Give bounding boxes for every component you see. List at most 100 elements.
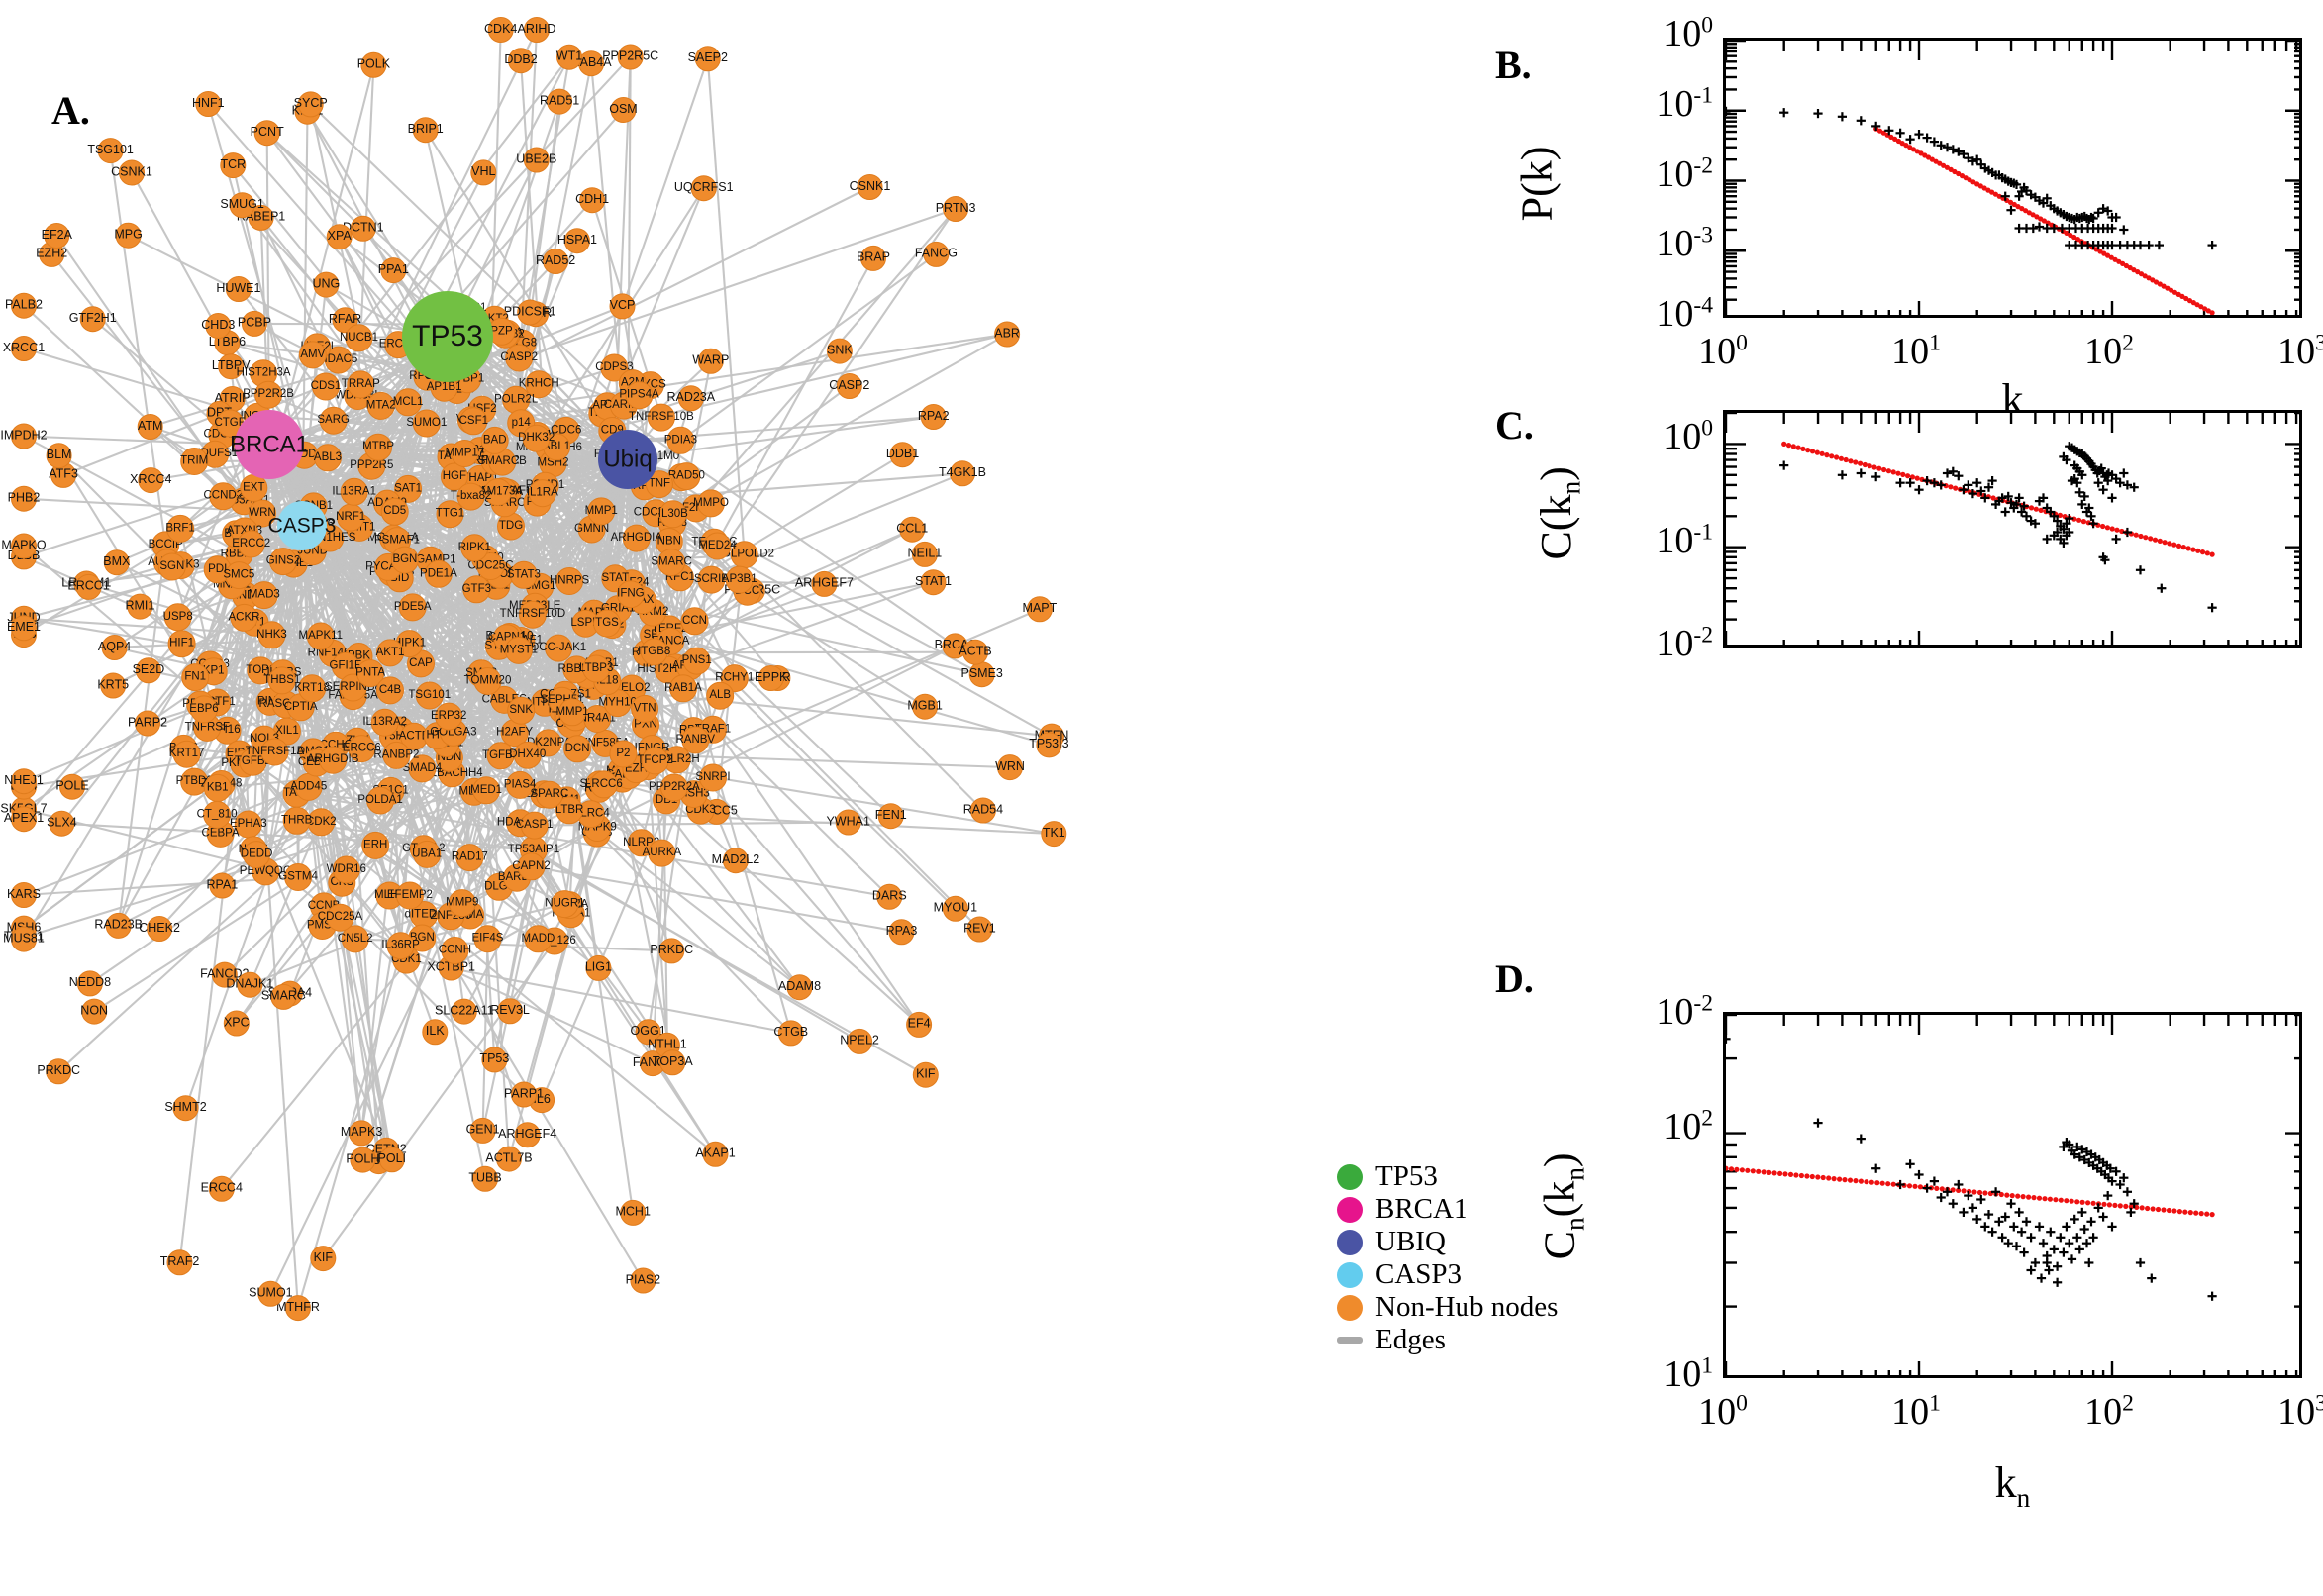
- network-node[interactable]: [312, 372, 340, 401]
- network-node[interactable]: [469, 1117, 496, 1144]
- network-node[interactable]: [547, 88, 573, 115]
- network-node[interactable]: [11, 533, 37, 559]
- network-node[interactable]: [195, 91, 222, 117]
- network-node[interactable]: [49, 810, 75, 837]
- network-node[interactable]: [697, 565, 726, 594]
- network-node[interactable]: [306, 622, 335, 650]
- hub-node-brca1[interactable]: [235, 410, 304, 479]
- network-node[interactable]: [237, 530, 265, 558]
- network-node[interactable]: [507, 696, 536, 725]
- network-node[interactable]: [181, 663, 210, 692]
- network-node[interactable]: [1041, 821, 1067, 848]
- network-node[interactable]: [166, 514, 195, 543]
- network-node[interactable]: [835, 809, 861, 836]
- network-node[interactable]: [440, 462, 468, 491]
- network-node[interactable]: [11, 768, 37, 795]
- network-node[interactable]: [836, 373, 862, 399]
- network-node[interactable]: [313, 271, 340, 298]
- network-node[interactable]: [610, 97, 637, 123]
- network-node[interactable]: [470, 159, 497, 186]
- network-node[interactable]: [625, 381, 654, 410]
- network-node[interactable]: [382, 741, 411, 769]
- network-node[interactable]: [877, 803, 904, 830]
- network-node[interactable]: [920, 569, 947, 596]
- network-node[interactable]: [514, 1122, 541, 1148]
- network-node[interactable]: [523, 147, 550, 173]
- network-node[interactable]: [647, 403, 675, 432]
- network-node[interactable]: [876, 883, 903, 910]
- network-node[interactable]: [697, 348, 724, 374]
- network-node[interactable]: [11, 882, 37, 908]
- network-node[interactable]: [137, 414, 163, 440]
- network-node[interactable]: [579, 187, 606, 214]
- network-node[interactable]: [525, 370, 554, 399]
- network-node[interactable]: [11, 336, 37, 361]
- network-node[interactable]: [826, 338, 853, 364]
- network-node[interactable]: [319, 406, 348, 435]
- network-node[interactable]: [386, 932, 415, 960]
- network-node[interactable]: [360, 51, 387, 78]
- network-node[interactable]: [203, 800, 232, 829]
- network-node[interactable]: [889, 442, 916, 468]
- network-node[interactable]: [943, 196, 969, 222]
- network-node[interactable]: [103, 549, 130, 576]
- network-node[interactable]: [348, 735, 376, 763]
- hub-node-tp53[interactable]: [402, 291, 493, 382]
- network-node[interactable]: [97, 138, 124, 164]
- network-node[interactable]: [436, 500, 464, 529]
- network-node[interactable]: [310, 1246, 337, 1272]
- network-node[interactable]: [487, 17, 514, 43]
- network-node[interactable]: [441, 937, 469, 964]
- network-node[interactable]: [135, 657, 161, 684]
- network-node[interactable]: [511, 1081, 537, 1108]
- network-node[interactable]: [600, 353, 629, 382]
- network-node[interactable]: [448, 889, 476, 918]
- network-node[interactable]: [496, 1146, 522, 1172]
- network-node[interactable]: [535, 780, 563, 809]
- network-node[interactable]: [593, 609, 621, 638]
- network-node[interactable]: [380, 257, 407, 284]
- network-node[interactable]: [456, 482, 485, 511]
- network-node[interactable]: [860, 245, 886, 271]
- network-node[interactable]: [609, 293, 636, 320]
- network-node[interactable]: [257, 621, 286, 649]
- network-node[interactable]: [326, 903, 354, 932]
- network-node[interactable]: [528, 479, 556, 508]
- network-node[interactable]: [556, 567, 584, 595]
- network-node[interactable]: [11, 926, 37, 952]
- network-node[interactable]: [218, 353, 245, 380]
- network-node[interactable]: [480, 426, 509, 454]
- network-node[interactable]: [350, 215, 376, 242]
- network-node[interactable]: [157, 552, 186, 581]
- network-node[interactable]: [220, 152, 247, 179]
- network-node[interactable]: [920, 404, 947, 430]
- network-node[interactable]: [376, 639, 404, 667]
- network-node[interactable]: [370, 708, 399, 737]
- network-node[interactable]: [508, 48, 534, 74]
- network-node[interactable]: [422, 1019, 449, 1046]
- network-node[interactable]: [424, 559, 453, 588]
- network-node[interactable]: [635, 1019, 661, 1046]
- network-node[interactable]: [969, 797, 996, 824]
- network-node[interactable]: [483, 478, 512, 506]
- network-node[interactable]: [677, 385, 704, 412]
- network-node[interactable]: [706, 681, 735, 710]
- network-node[interactable]: [658, 500, 687, 529]
- network-node[interactable]: [534, 729, 562, 757]
- network-node[interactable]: [395, 881, 424, 910]
- network-node[interactable]: [690, 175, 717, 202]
- network-node[interactable]: [225, 561, 253, 590]
- network-node[interactable]: [589, 770, 618, 799]
- network-node[interactable]: [376, 676, 404, 705]
- network-node[interactable]: [260, 738, 289, 766]
- network-node[interactable]: [332, 307, 358, 334]
- network-node[interactable]: [520, 811, 549, 840]
- network-node[interactable]: [497, 998, 524, 1025]
- network-node[interactable]: [11, 423, 37, 449]
- network-node[interactable]: [524, 17, 550, 43]
- network-node[interactable]: [298, 674, 327, 703]
- network-node[interactable]: [254, 380, 283, 409]
- network-node[interactable]: [524, 925, 553, 953]
- network-node[interactable]: [504, 636, 533, 664]
- network-node[interactable]: [672, 462, 701, 491]
